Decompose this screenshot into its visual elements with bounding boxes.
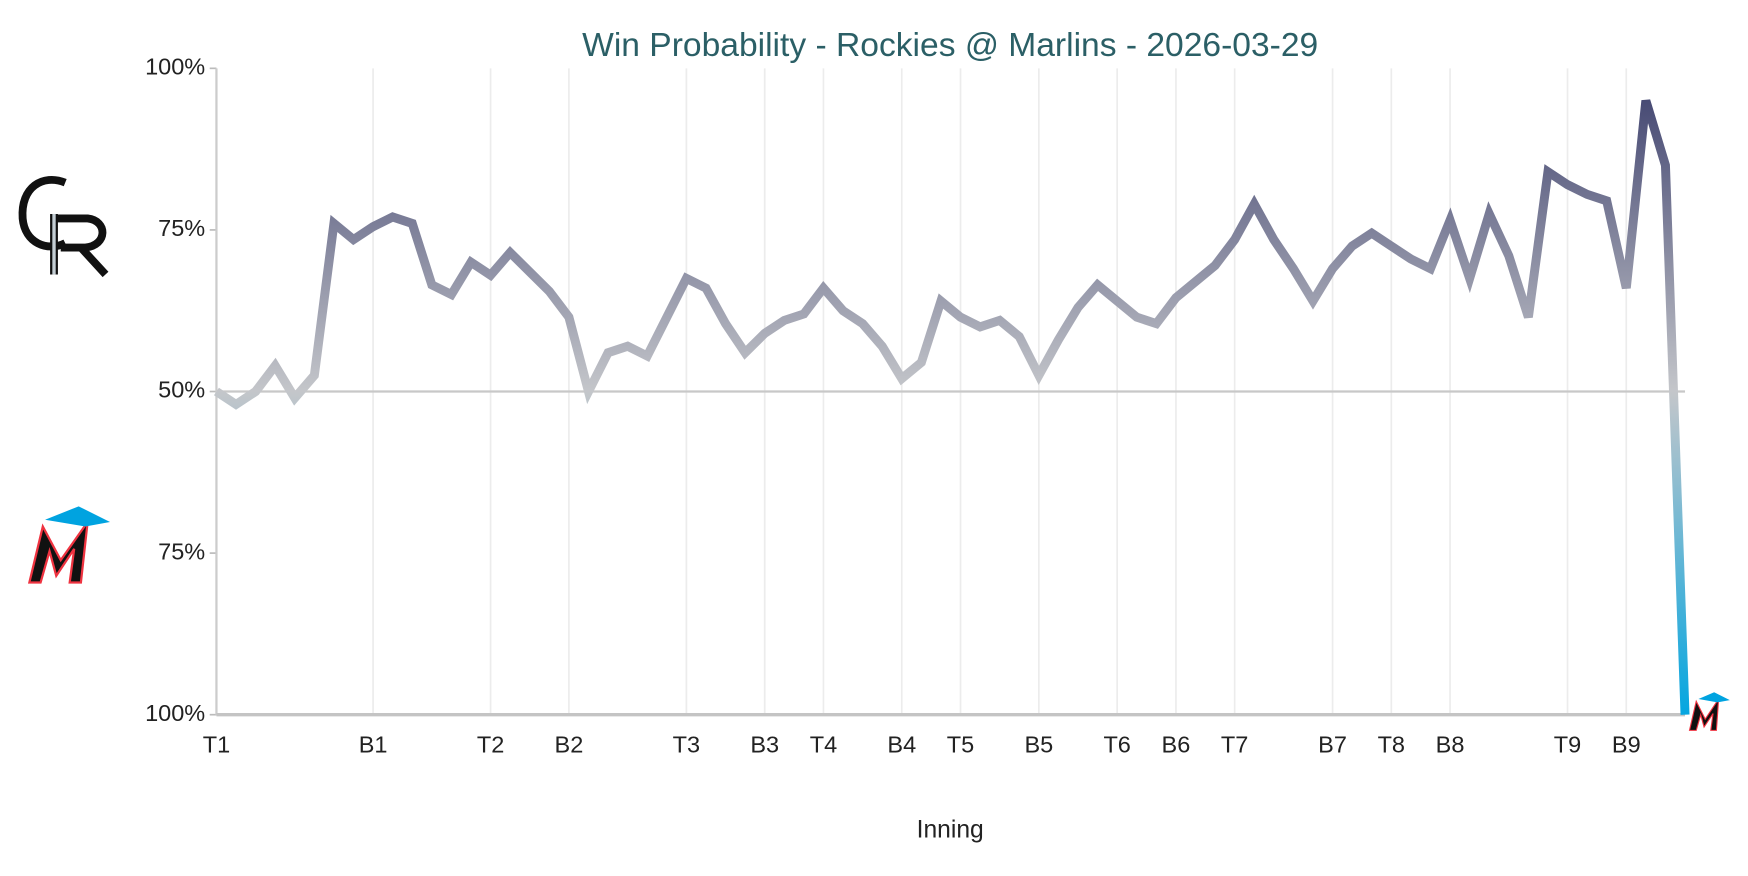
x-tick-label: B7 — [1318, 731, 1347, 757]
x-tick-label: B5 — [1024, 731, 1053, 757]
marlins-logo — [27, 506, 111, 584]
x-tick-label: T3 — [673, 731, 700, 757]
y-tick-label: 50% — [158, 377, 205, 403]
x-tick-label: T5 — [947, 731, 974, 757]
rockies-logo — [18, 175, 109, 278]
y-tick-label: 100% — [145, 54, 205, 80]
x-tick-label: T7 — [1221, 731, 1248, 757]
x-tick-label: T8 — [1378, 731, 1405, 757]
x-tick-label: B1 — [359, 731, 388, 757]
y-tick-label: 75% — [158, 538, 205, 564]
chart-title: Win Probability - Rockies @ Marlins - 20… — [582, 27, 1318, 64]
x-tick-label: B8 — [1436, 731, 1465, 757]
x-tick-label: T9 — [1554, 731, 1581, 757]
x-tick-label: T2 — [477, 731, 504, 757]
x-tick-label: B6 — [1162, 731, 1191, 757]
y-tick-label: 75% — [158, 215, 205, 241]
y-tick-label: 100% — [145, 700, 205, 726]
x-tick-label: B4 — [887, 731, 916, 757]
x-tick-label: T1 — [203, 731, 230, 757]
x-tick-label: T6 — [1103, 731, 1130, 757]
x-tick-label: T4 — [810, 731, 837, 757]
x-tick-label: B3 — [750, 731, 779, 757]
marlins-logo-small — [1688, 692, 1730, 731]
win-probability-line — [213, 99, 1690, 715]
x-axis-label: Inning — [917, 817, 984, 844]
x-tick-label: B9 — [1612, 731, 1641, 757]
x-tick-label: B2 — [555, 731, 584, 757]
